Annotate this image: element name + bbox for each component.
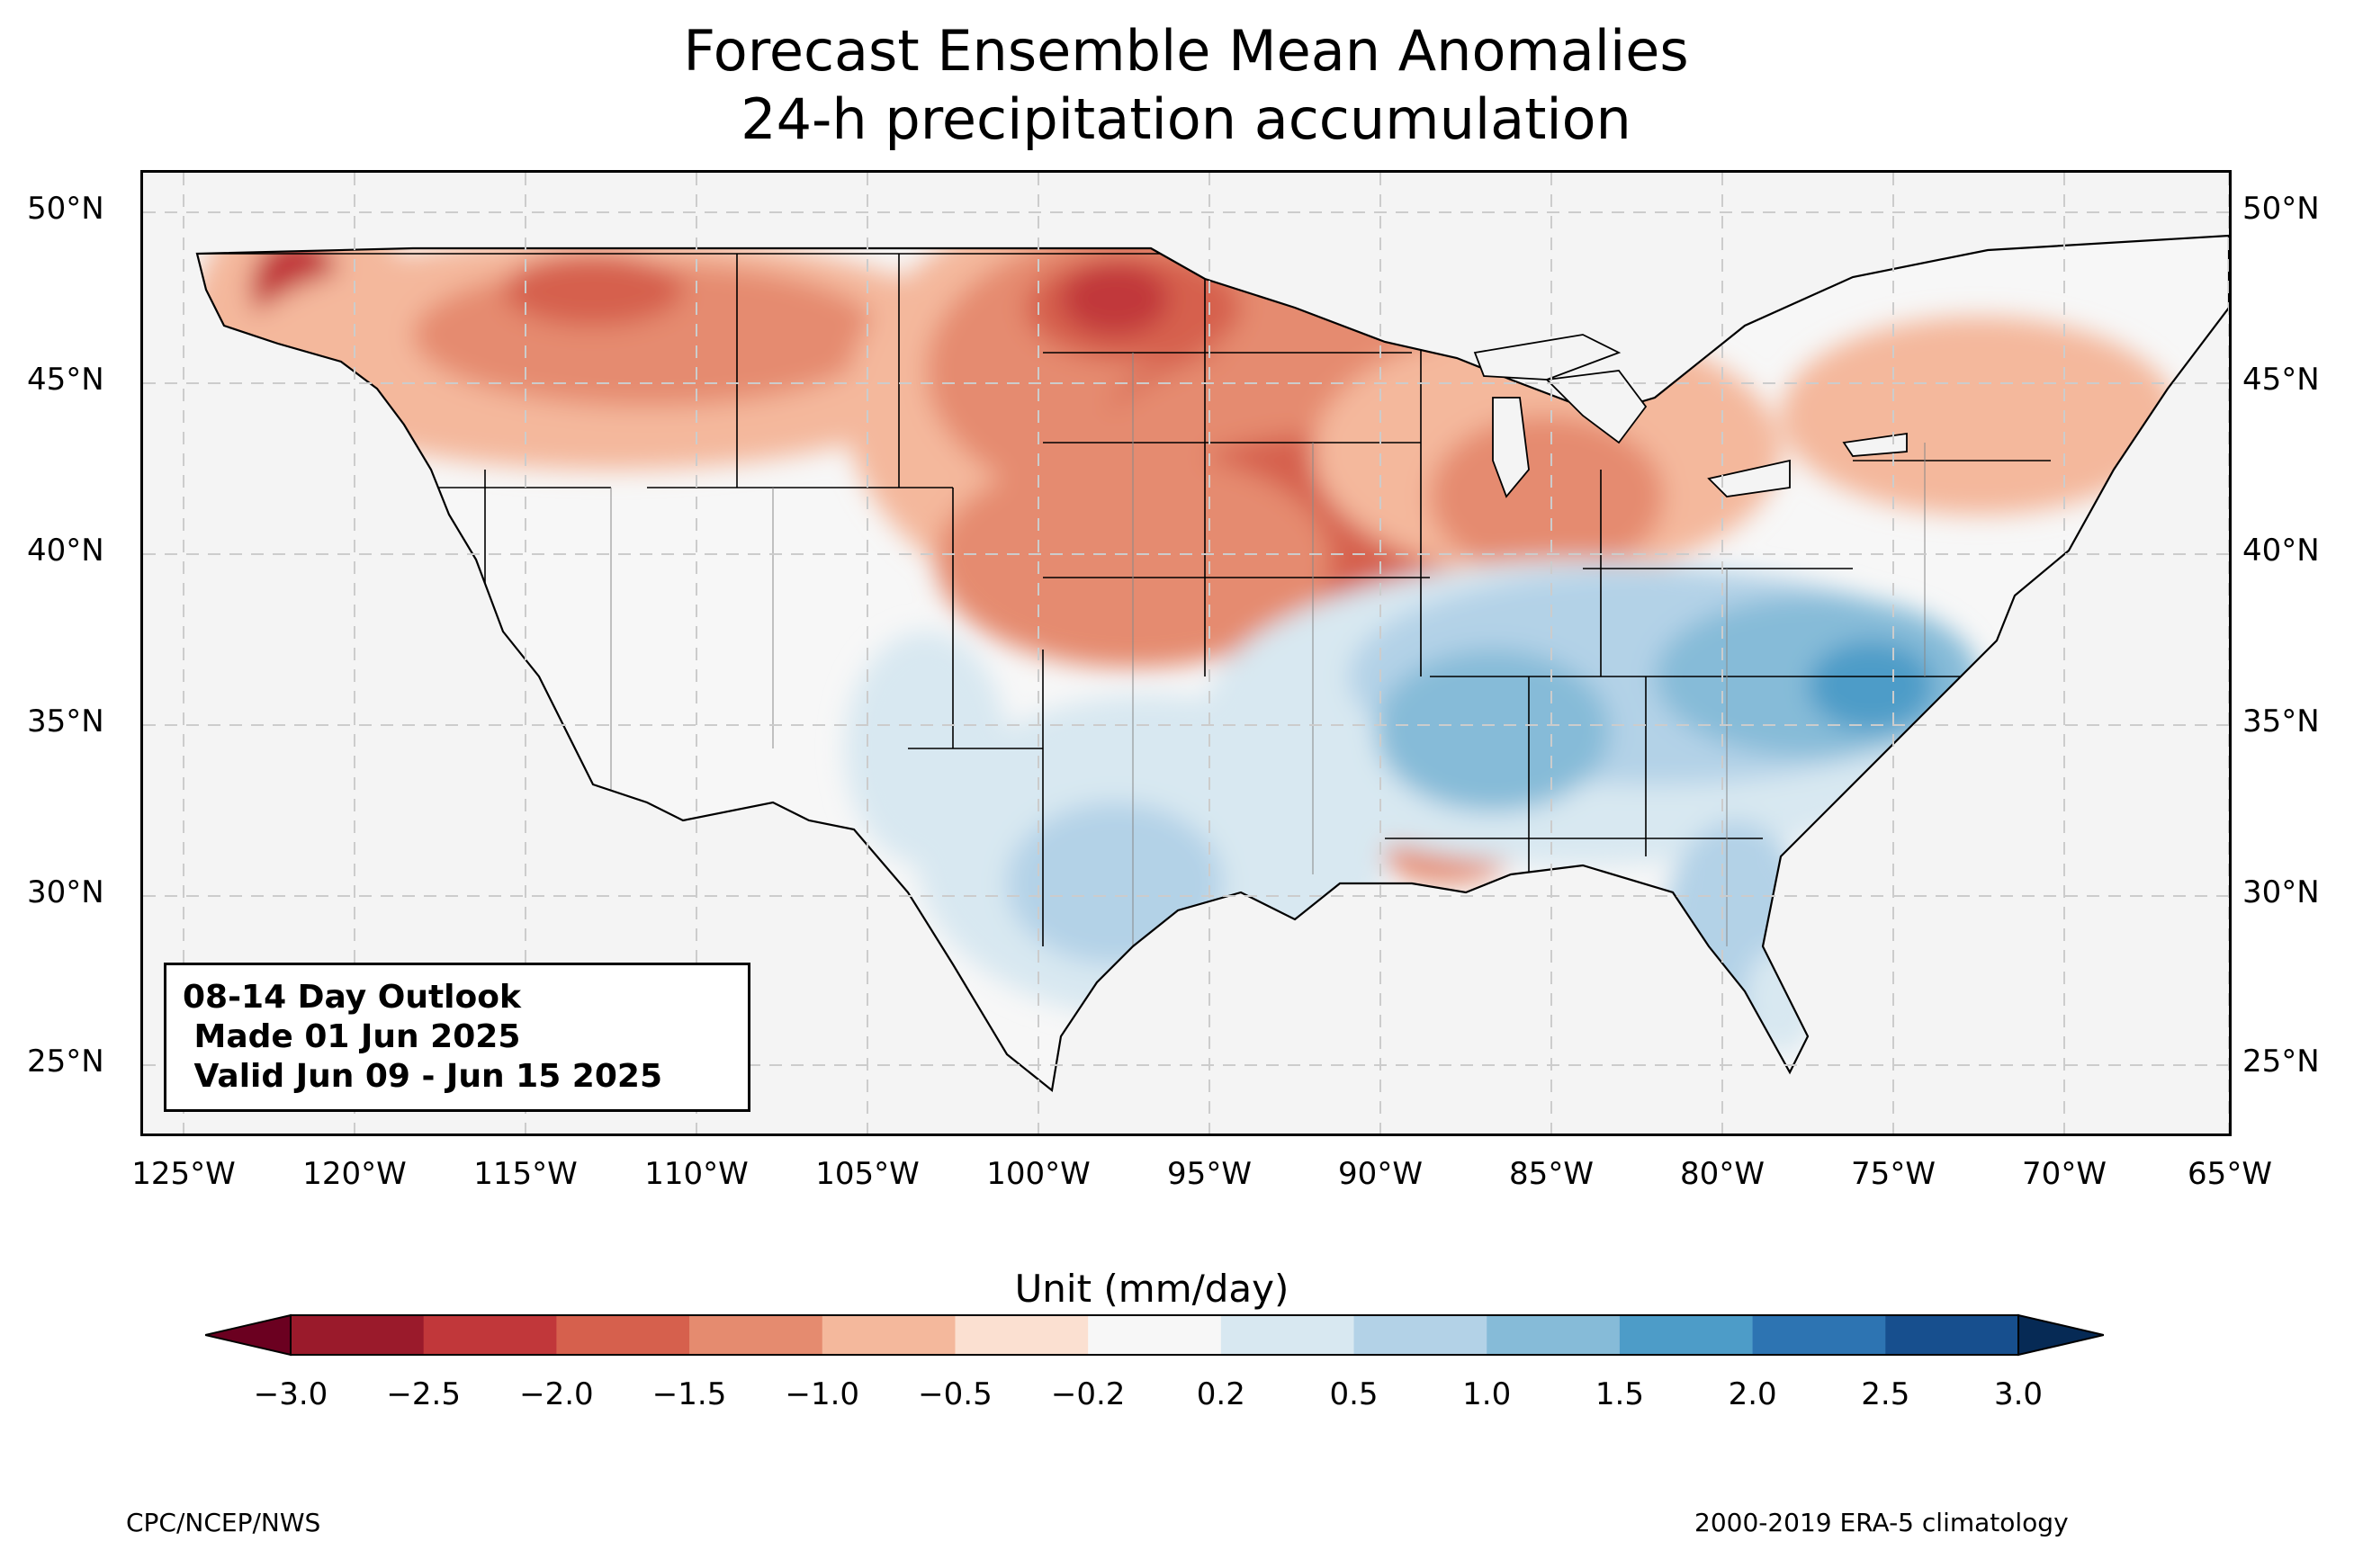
lon-tick: 70°W <box>2022 1156 2107 1192</box>
lon-tick: 100°W <box>986 1156 1091 1192</box>
lon-tick: 125°W <box>131 1156 236 1192</box>
lat-tick-right: 50°N <box>2242 191 2320 227</box>
lon-tick: 105°W <box>815 1156 920 1192</box>
colorbar-over-arrow <box>2017 1313 2104 1357</box>
lat-tick-left: 30°N <box>27 874 104 910</box>
colorbar-under-arrow <box>205 1313 292 1357</box>
colorbar-tick-label: 2.0 <box>1728 1376 1777 1412</box>
footer-climatology: 2000-2019 ERA-5 climatology <box>1694 1508 2069 1537</box>
outlook-made-date: Made 01 Jun 2025 <box>183 1018 521 1055</box>
great-lakes <box>1473 334 1908 498</box>
lat-tick-left: 50°N <box>27 191 104 227</box>
lon-tick: 80°W <box>1680 1156 1765 1192</box>
lat-tick-left: 35°N <box>27 703 104 739</box>
lat-tick-right: 25°N <box>2242 1044 2320 1080</box>
colorbar-tick-label: 2.5 <box>1861 1376 1910 1412</box>
colorbar-segment <box>556 1315 690 1355</box>
lon-tick: 90°W <box>1338 1156 1423 1192</box>
colorbar-segment <box>955 1315 1089 1355</box>
lat-tick-left: 40°N <box>27 533 104 569</box>
colorbar-tick-label: −2.5 <box>386 1376 461 1412</box>
lat-tick-right: 35°N <box>2242 703 2320 739</box>
colorbar-segment <box>291 1315 425 1355</box>
lon-tick: 85°W <box>1509 1156 1594 1192</box>
lon-tick: 95°W <box>1167 1156 1252 1192</box>
colorbar-segment <box>1220 1315 1355 1355</box>
colorbar-segment <box>1088 1315 1222 1355</box>
outlook-valid-range: Valid Jun 09 - Jun 15 2025 <box>183 1058 663 1095</box>
lat-tick-right: 40°N <box>2242 533 2320 569</box>
colorbar-tick-label: −3.0 <box>253 1376 328 1412</box>
colorbar-segment <box>1752 1315 1886 1355</box>
colorbar-segment <box>1487 1315 1621 1355</box>
outlook-info-box: 08-14 Day Outlook Made 01 Jun 2025 Valid… <box>164 963 750 1112</box>
lon-tick: 75°W <box>1851 1156 1936 1192</box>
colorbar-tick-label: −0.5 <box>918 1376 993 1412</box>
outlook-period: 08-14 Day Outlook <box>183 979 521 1016</box>
colorbar-tick-label: 1.0 <box>1462 1376 1512 1412</box>
lat-tick-left: 25°N <box>27 1044 104 1080</box>
colorbar-tick-label: −1.5 <box>651 1376 727 1412</box>
colorbar-title: Unit (mm/day) <box>1014 1267 1289 1311</box>
lat-tick-right: 30°N <box>2242 874 2320 910</box>
colorbar-tick-label: 0.5 <box>1329 1376 1379 1412</box>
colorbar-segment <box>822 1315 956 1355</box>
colorbar-segment <box>1353 1315 1487 1355</box>
colorbar-segment <box>1619 1315 1754 1355</box>
colorbar-tick-label: −0.2 <box>1050 1376 1126 1412</box>
footer-source: CPC/NCEP/NWS <box>126 1508 321 1537</box>
colorbar-tick-label: 3.0 <box>1993 1376 2044 1412</box>
lon-tick: 110°W <box>644 1156 749 1192</box>
colorbar-tick-label: 1.5 <box>1595 1376 1644 1412</box>
colorbar-tick-label: 0.2 <box>1196 1376 1245 1412</box>
map-title-line1: Forecast Ensemble Mean Anomalies <box>683 18 1689 84</box>
colorbar-segment <box>689 1315 823 1355</box>
colorbar-tick-label: −1.0 <box>785 1376 860 1412</box>
anomaly-field <box>197 236 2229 1090</box>
lat-tick-left: 45°N <box>27 362 104 398</box>
colorbar-segment <box>1885 1315 2019 1355</box>
lat-tick-right: 45°N <box>2242 362 2320 398</box>
lon-tick: 115°W <box>473 1156 578 1192</box>
lon-tick: 65°W <box>2188 1156 2272 1192</box>
colorbar-frame <box>290 1314 2019 1356</box>
map-title-line2: 24-h precipitation accumulation <box>741 86 1631 152</box>
colorbar-segment <box>423 1315 557 1355</box>
colorbar <box>205 1313 2104 1357</box>
colorbar-tick-label: −2.0 <box>519 1376 594 1412</box>
lon-tick: 120°W <box>302 1156 407 1192</box>
